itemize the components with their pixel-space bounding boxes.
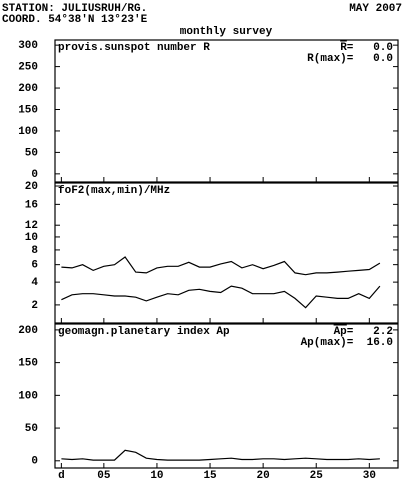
station: STATION: JULIUSRUH/RG. [2, 3, 147, 15]
y-tick-label: 6 [31, 260, 38, 272]
y-tick-label: 0 [31, 456, 38, 468]
panel-frame [54, 323, 399, 469]
x-tick-label: 10 [150, 470, 163, 480]
y-tick-label: 8 [31, 245, 38, 257]
y-tick-label: 4 [31, 277, 38, 289]
y-tick-label: 100 [18, 126, 38, 138]
y-tick-label: 16 [25, 199, 38, 211]
x-tick-label: 20 [257, 470, 270, 480]
panel-frame [54, 182, 399, 324]
y-tick-label: 200 [18, 325, 38, 337]
subtitle: monthly survey [180, 26, 273, 38]
y-tick-label: 200 [18, 83, 38, 95]
y-tick-label: 0 [31, 169, 38, 181]
y-tick-label: 2 [31, 300, 38, 312]
x-tick-label: d [58, 470, 65, 480]
coord: COORD. 54°38'N 13°23'E [2, 14, 148, 26]
annotation: Ap= 2.2 [334, 326, 393, 338]
y-tick-label: 150 [18, 358, 38, 370]
y-tick-label: 150 [18, 104, 38, 116]
x-tick-label: 15 [203, 470, 217, 480]
annotation: R(max)= 0.0 [307, 53, 393, 65]
panel-title: foF2(max,min)/MHz [58, 185, 170, 197]
data-line [61, 285, 381, 309]
y-tick-label: 100 [18, 390, 38, 402]
y-tick-label: 50 [25, 147, 38, 159]
y-tick-label: 50 [25, 423, 38, 435]
data-line [61, 449, 380, 461]
data-line [61, 256, 381, 276]
panel-title: provis.sunspot number R [58, 42, 210, 54]
x-tick-label: 05 [97, 470, 111, 480]
y-tick-label: 10 [25, 232, 38, 244]
y-tick-label: 20 [25, 181, 38, 193]
panel-title: geomagn.planetary index Ap [58, 326, 230, 338]
date: MAY 2007 [349, 3, 402, 15]
annotation: Ap(max)= 16.0 [301, 337, 393, 349]
x-tick-label: 25 [310, 470, 324, 480]
y-tick-label: 300 [18, 40, 38, 52]
x-tick-label: 30 [363, 470, 376, 480]
annotation: R= 0.0 [340, 42, 393, 54]
y-tick-label: 12 [25, 220, 38, 232]
panel-frame [54, 39, 399, 183]
y-tick-label: 250 [18, 62, 38, 74]
